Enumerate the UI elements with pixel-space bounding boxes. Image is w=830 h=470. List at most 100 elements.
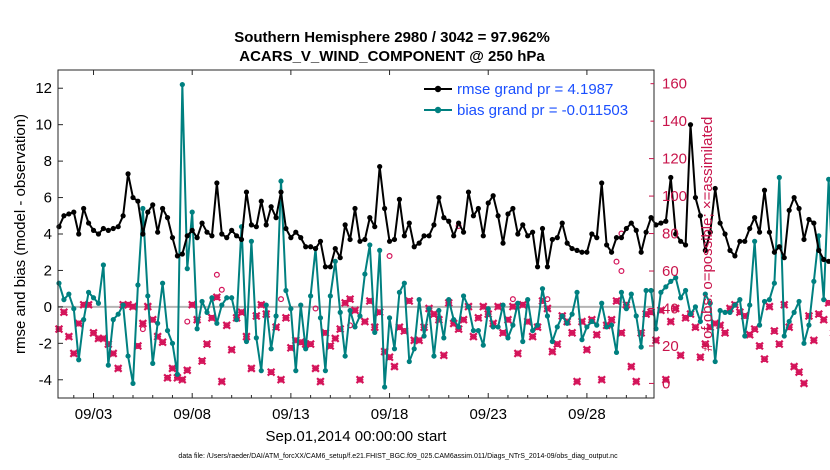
bias-point [756,322,763,328]
rmse-point [579,249,585,255]
bias-point [243,338,250,345]
obs-assimilated-marker [548,347,557,356]
y-tick-label: 2 [44,262,52,279]
rmse-point [653,222,659,228]
obs-assimilated-marker [765,302,774,311]
rmse-point [525,233,531,239]
rmse-point [520,222,526,228]
bias-point [283,287,289,294]
bias-point [539,286,546,292]
obs-possible-marker [312,305,319,312]
rmse-point [638,249,644,255]
obs-assimilated-marker [276,375,286,384]
rmse-point [100,225,106,232]
bias-point [446,297,452,303]
rmse-point [426,233,432,239]
series-layer [54,81,830,390]
bias-point [692,304,699,310]
obs-possible-marker [613,258,620,265]
obs-assimilated-marker [355,375,365,384]
obs-assimilated-marker [518,300,527,309]
y-tick-label: -4 [39,372,52,389]
bias-point [362,271,368,277]
rmse-point [534,264,541,270]
rmse-point [391,236,398,243]
bias-point [682,287,689,294]
bias-point [490,324,496,330]
bias-point [771,280,777,286]
obs-assimilated-marker [592,330,601,339]
bias-point [658,289,664,295]
rmse-point [460,229,467,235]
rmse-point [608,249,615,255]
obs-assimilated-marker [54,324,64,334]
rmse-point [164,215,171,221]
bias-point [579,337,585,343]
rmse-point [633,227,639,233]
y2-tick-label: 120 [662,151,687,168]
rmse-point [589,231,595,237]
legend-bias-label: bias grand pr = -0.011503 [457,102,628,119]
obs-assimilated-marker [508,302,518,311]
bias-point [308,293,314,299]
obs-assimilated-marker [720,328,730,338]
rmse-point [169,235,176,241]
bias-point [199,298,205,305]
bias-point [584,324,590,330]
x-tick-label: 09/28 [568,406,606,423]
obs-assimilated-marker [168,364,177,373]
bias-point [71,306,77,312]
bias-point [95,300,102,306]
bias-point [816,233,822,239]
bias-point [100,262,106,268]
rmse-point [337,255,343,261]
bias-point [599,300,605,306]
obs-assimilated-marker [513,349,523,358]
bias-point [559,313,565,319]
y2-axis-label: # of obs: o=possible; ×=assimilated [699,117,716,352]
bias-point [722,309,728,315]
rmse-point [515,231,521,237]
rmse-point [61,213,67,219]
obs-assimilated-marker [666,317,675,326]
rmse-point [826,258,830,264]
rmse-point [756,229,763,235]
bias-point [135,282,141,288]
obs-assimilated-marker [188,300,197,309]
rmse-point [618,235,625,241]
rmse-point [692,194,699,201]
bias-point [673,275,679,281]
obs-assimilated-marker [202,339,212,349]
rmse-point [322,264,329,270]
bias-point [663,284,669,290]
obs-assimilated-marker [222,321,231,330]
obs-assimilated-marker [824,298,830,308]
bias-point [179,81,185,88]
bias-point [781,333,787,339]
bias-point [761,298,768,305]
obs-assimilated-marker [553,339,562,349]
bias-point [826,176,830,182]
bias-point [145,293,151,299]
obs-assimilated-marker [414,336,424,345]
obs-assimilated-marker [360,317,370,326]
rmse-point [628,220,634,226]
bias-point [451,317,457,323]
rmse-point [811,220,817,226]
rmse-point [673,231,679,237]
rmse-point [732,253,738,259]
bias-point [594,322,600,328]
bias-point [204,309,210,315]
bias-point [229,295,235,301]
bias-point [263,302,269,308]
rmse-point [283,225,289,232]
rmse-point [411,244,417,250]
rmse-point [194,235,200,241]
bias-point [386,315,393,321]
rmse-point [76,231,82,237]
bias-point [81,317,87,323]
bias-point [786,318,792,325]
bias-point [214,320,220,326]
bias-point [322,368,329,374]
obs-assimilated-marker [158,338,167,347]
